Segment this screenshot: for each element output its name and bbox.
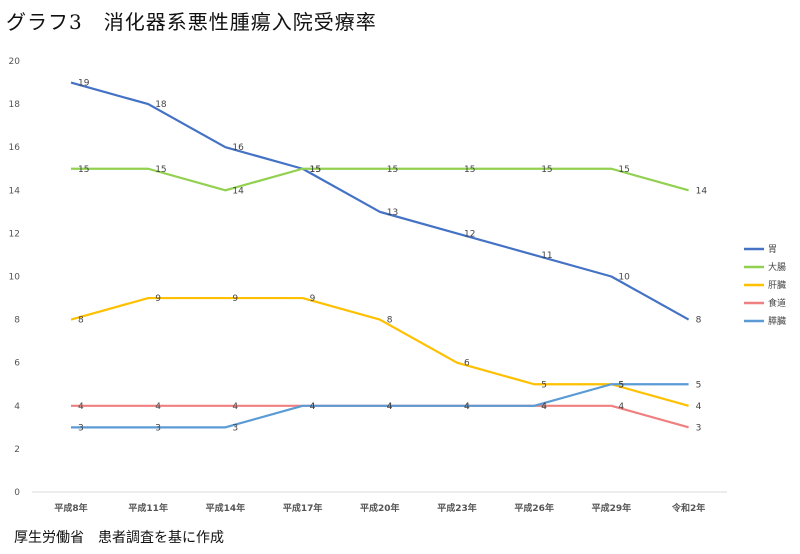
- data-label: 16: [232, 143, 244, 153]
- x-tick-label: 平成29年: [592, 502, 632, 514]
- data-label: 15: [618, 165, 629, 175]
- data-label: 15: [78, 165, 89, 175]
- data-label: 4: [464, 402, 470, 412]
- data-label: 5: [696, 380, 702, 390]
- data-label: 10: [618, 273, 630, 283]
- data-label: 4: [387, 402, 393, 412]
- data-label: 11: [541, 251, 552, 261]
- data-label: 5: [618, 380, 624, 390]
- data-label: 3: [232, 423, 238, 433]
- data-label: 19: [78, 79, 90, 89]
- data-label: 8: [78, 316, 84, 326]
- data-label: 18: [155, 100, 167, 110]
- x-tick-label: 平成17年: [283, 502, 323, 514]
- series-line: [70, 81, 690, 321]
- data-label: 5: [541, 380, 547, 390]
- data-label: 15: [464, 165, 475, 175]
- data-label: 4: [541, 402, 547, 412]
- data-label: 9: [155, 294, 161, 304]
- data-label: 13: [387, 208, 398, 218]
- data-label: 4: [618, 402, 624, 412]
- legend-label: 膵臓: [768, 316, 786, 327]
- data-label: 5: [618, 380, 624, 390]
- data-label: 14: [232, 186, 244, 196]
- data-label: 4: [232, 402, 238, 412]
- y-tick-label: 20: [9, 57, 21, 67]
- series-line: [70, 296, 689, 407]
- data-label: 4: [696, 402, 702, 412]
- y-tick-label: 18: [9, 100, 21, 110]
- y-tick-label: 4: [14, 402, 20, 412]
- data-label: 4: [310, 402, 316, 412]
- data-label: 4: [155, 402, 161, 412]
- legend-label: 食道: [768, 297, 786, 309]
- x-axis-ticks: 平成8年 平成11年 平成14年 平成17年 平成20年 平成23年 平成26年 平成29年 令…: [54, 502, 705, 514]
- data-label: 4: [387, 402, 393, 412]
- series-lines: [70, 81, 690, 429]
- data-label: 14: [696, 186, 708, 196]
- y-tick-label: 8: [14, 316, 20, 326]
- y-tick-label: 10: [9, 273, 21, 283]
- y-axis-ticks: 0 2 4 6 8 10 12 14 16 18 20: [9, 57, 21, 498]
- x-tick-label: 平成23年: [437, 502, 477, 514]
- data-label: 12: [464, 229, 475, 239]
- data-label: 3: [78, 423, 84, 433]
- y-tick-label: 14: [9, 186, 21, 196]
- data-label: 8: [387, 316, 393, 326]
- data-label: 4: [464, 402, 470, 412]
- x-tick-label: 令和2年: [671, 502, 705, 514]
- series-line: [71, 167, 689, 192]
- data-label: 4: [78, 402, 84, 412]
- data-label: 15: [387, 165, 398, 175]
- y-tick-label: 6: [14, 359, 20, 369]
- data-label: 15: [310, 165, 321, 175]
- y-tick-label: 16: [9, 143, 21, 153]
- data-label: 8: [696, 316, 702, 326]
- data-label: 15: [310, 165, 321, 175]
- x-tick-label: 平成20年: [360, 502, 400, 514]
- x-tick-label: 平成8年: [54, 502, 87, 514]
- data-label: 6: [464, 359, 470, 369]
- data-label: 15: [541, 165, 552, 175]
- data-label: 3: [155, 423, 161, 433]
- y-tick-label: 2: [14, 445, 20, 455]
- series-line: [71, 383, 689, 429]
- x-tick-label: 平成11年: [128, 502, 168, 514]
- data-label: 15: [155, 165, 166, 175]
- series-line: [71, 404, 689, 429]
- data-label: 9: [232, 294, 238, 304]
- data-label: 9: [310, 294, 316, 304]
- data-label: 4: [541, 402, 547, 412]
- x-tick-label: 平成14年: [206, 502, 246, 514]
- legend-label: 肝臓: [768, 280, 786, 291]
- data-label: 3: [696, 423, 702, 433]
- source-note: 厚生労働省 患者調査を基に作成: [14, 530, 224, 546]
- data-label: 4: [310, 402, 316, 412]
- legend-label: 大腸: [768, 261, 786, 273]
- legend-label: 胃: [768, 244, 777, 255]
- chart-title: グラフ3 消化器系悪性腫瘍入院受療率: [6, 10, 377, 34]
- y-tick-label: 12: [9, 229, 20, 239]
- y-tick-label: 0: [14, 488, 20, 498]
- x-tick-label: 平成26年: [514, 502, 554, 514]
